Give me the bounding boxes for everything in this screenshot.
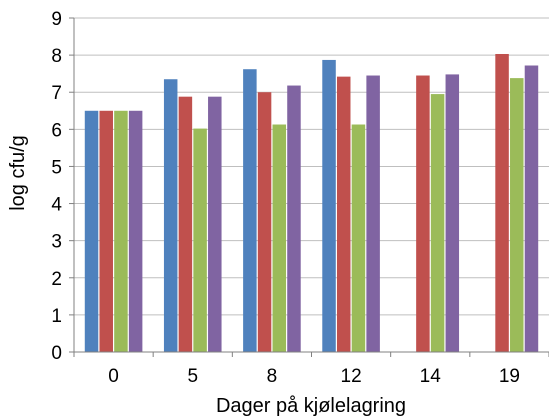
gridlines	[74, 17, 549, 316]
bar-s1-5	[163, 79, 178, 352]
bars	[84, 53, 539, 353]
bar-s2-0	[99, 110, 113, 353]
bar-s4-5	[208, 96, 222, 352]
y-tick-label-9: 9	[51, 9, 62, 30]
y-tick-label-4: 4	[51, 195, 62, 216]
x-tick-label-0: 0	[108, 366, 119, 387]
bar-s1-12	[322, 59, 336, 353]
x-tick-labels: 0 5 8 12 14 19	[108, 366, 520, 387]
y-tick-label-1: 1	[51, 306, 62, 327]
bar-s3-0	[114, 110, 128, 353]
bar-s4-19	[524, 65, 539, 352]
y-tick-label-0: 0	[51, 343, 62, 364]
bar-s2-8	[257, 92, 272, 352]
bar-s3-5	[193, 128, 207, 352]
y-tick-label-2: 2	[51, 269, 62, 290]
bar-s2-5	[178, 96, 193, 352]
x-axis-label: Dager på kjølelagring	[216, 395, 406, 417]
axes	[69, 17, 549, 357]
y-tick-label-8: 8	[51, 46, 62, 67]
bar-s3-14	[430, 94, 445, 353]
bar-s4-8	[287, 85, 301, 352]
x-tick-label-19: 19	[499, 366, 520, 387]
y-tick-label-3: 3	[51, 232, 62, 253]
bar-s2-19	[495, 53, 509, 353]
bar-s3-19	[510, 78, 524, 353]
bar-s1-0	[84, 110, 99, 353]
bar-s2-12	[336, 76, 351, 352]
y-tick-labels: 0 1 2 3 4 5 6 7 8 9	[51, 9, 62, 364]
x-tick-label-8: 8	[267, 366, 278, 387]
y-axis-label: log cfu/g	[7, 135, 29, 211]
y-tick-label-6: 6	[51, 120, 62, 141]
y-tick-label-7: 7	[51, 83, 62, 104]
bar-s3-8	[272, 124, 287, 353]
x-tick-label-5: 5	[187, 366, 198, 387]
y-tick-label-5: 5	[51, 157, 62, 178]
x-tick-label-12: 12	[341, 366, 362, 387]
bar-s1-8	[243, 69, 257, 353]
bar-s4-14	[445, 74, 460, 353]
bar-s4-12	[366, 75, 380, 353]
bar-s2-14	[416, 75, 430, 353]
bar-s3-12	[351, 124, 366, 353]
x-tick-label-14: 14	[420, 366, 442, 387]
bar-s4-0	[128, 110, 143, 353]
